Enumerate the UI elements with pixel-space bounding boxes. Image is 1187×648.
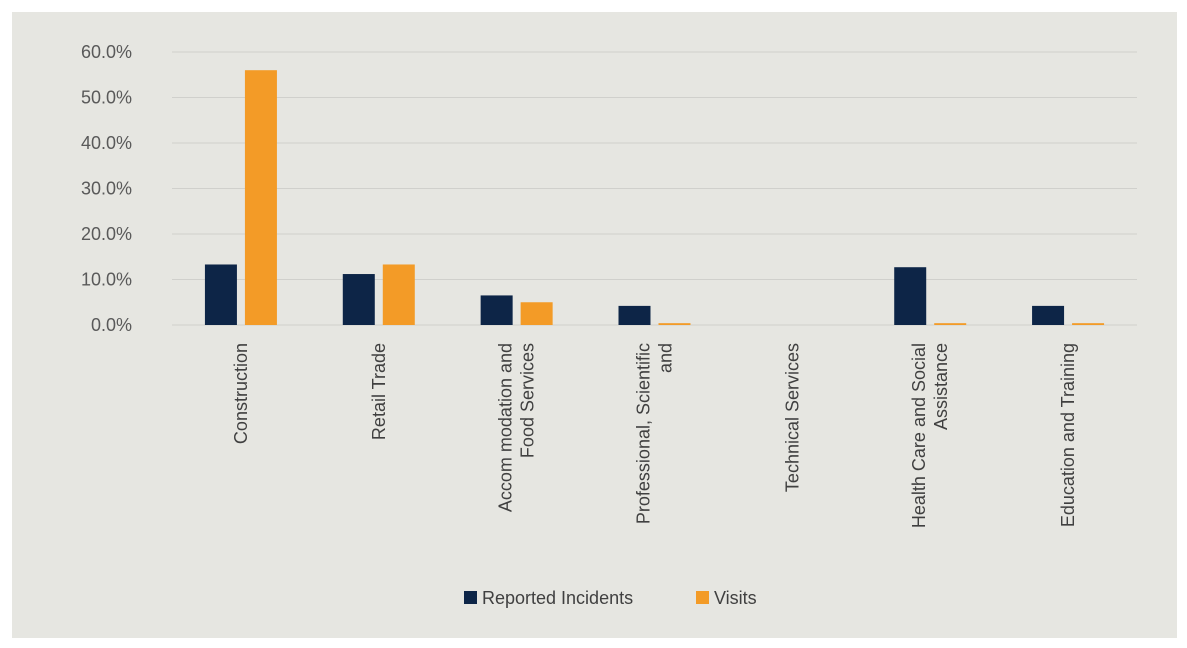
y-tick-label: 50.0% xyxy=(81,88,132,108)
legend: Reported Incidents Visits xyxy=(464,588,757,608)
y-tick-label: 30.0% xyxy=(81,179,132,199)
bar xyxy=(480,295,513,325)
bar xyxy=(520,302,553,325)
x-category-label: Construction xyxy=(231,343,251,444)
bar xyxy=(618,305,651,325)
x-category-label: Education and Training xyxy=(1058,343,1078,527)
x-category-label: and xyxy=(656,343,676,373)
bar xyxy=(244,70,277,325)
legend-label: Visits xyxy=(714,588,757,608)
y-tick-label: 0.0% xyxy=(91,315,132,335)
x-category-label: Professional, Scientific xyxy=(634,343,654,524)
x-category-label: Assistance xyxy=(931,343,951,430)
y-axis-ticks: 0.0% 10.0% 20.0% 30.0% 40.0% 50.0% 60.0% xyxy=(81,42,132,335)
gridlines xyxy=(172,51,1137,326)
y-tick-label: 10.0% xyxy=(81,270,132,290)
legend-swatch xyxy=(696,591,709,604)
bar-chart: 0.0% 10.0% 20.0% 30.0% 40.0% 50.0% 60.0% Const… xyxy=(81,42,1137,608)
legend-swatch xyxy=(464,591,477,604)
bar xyxy=(894,267,927,325)
bar xyxy=(934,323,967,325)
bar xyxy=(1072,323,1105,325)
bars xyxy=(204,70,1105,325)
bar xyxy=(204,264,237,325)
x-category-label: Food Services xyxy=(518,343,538,458)
x-category-label: Retail Trade xyxy=(369,343,389,440)
y-tick-label: 40.0% xyxy=(81,133,132,153)
chart-panel: 0.0% 10.0% 20.0% 30.0% 40.0% 50.0% 60.0% Const… xyxy=(12,12,1177,638)
y-tick-label: 20.0% xyxy=(81,224,132,244)
legend-label: Reported Incidents xyxy=(482,588,633,608)
bar xyxy=(658,323,691,325)
category-labels: Construction Retail Trade Accom modation a… xyxy=(231,343,1078,528)
bar xyxy=(342,274,375,325)
bar xyxy=(1032,305,1065,325)
x-category-label: Health Care and Social xyxy=(909,343,929,528)
y-tick-label: 60.0% xyxy=(81,42,132,62)
x-category-label: Technical Services xyxy=(782,343,802,492)
bar xyxy=(382,264,415,325)
x-category-label: Accom modation and xyxy=(496,343,516,512)
